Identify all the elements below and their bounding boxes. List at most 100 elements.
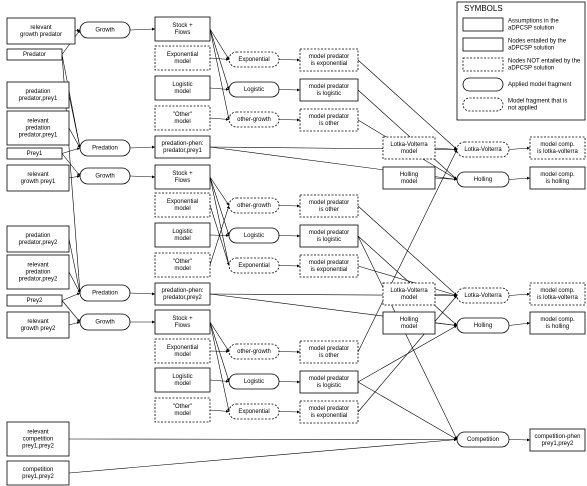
node-box xyxy=(154,338,211,364)
node-label: predation-phen: xyxy=(161,288,203,294)
edge xyxy=(434,147,458,151)
edge xyxy=(68,127,81,149)
node-label: Flows xyxy=(175,178,191,184)
node-label: model predator xyxy=(309,84,349,90)
node-box xyxy=(529,311,586,335)
edge xyxy=(508,146,531,150)
node-box xyxy=(154,105,211,131)
node-label: predation xyxy=(25,89,50,95)
node-box xyxy=(299,224,359,248)
node-label: model xyxy=(174,89,190,95)
node-label: Stock + xyxy=(172,171,193,177)
node-label: is logistic xyxy=(317,91,341,97)
edge xyxy=(68,175,81,179)
node-label: growth prey1 xyxy=(21,179,56,185)
node-label: Holling xyxy=(400,317,418,323)
node-box xyxy=(154,75,211,101)
node-label: model xyxy=(174,411,190,417)
node-box xyxy=(154,282,211,306)
node-label: aDPCSP solution xyxy=(508,46,554,52)
node-label: model predator xyxy=(309,406,349,412)
edge xyxy=(68,94,81,149)
node-label: predation xyxy=(25,233,50,239)
edge xyxy=(61,300,81,323)
node-label: predator,prey2 xyxy=(19,240,58,246)
node-label: is exponential xyxy=(311,61,348,67)
edge xyxy=(209,57,230,61)
node-label: is exponential xyxy=(311,267,348,273)
node-box xyxy=(299,370,359,394)
node-box xyxy=(154,397,211,423)
edge xyxy=(357,235,458,440)
node-box xyxy=(382,136,436,160)
node-label: Exponential xyxy=(167,52,198,58)
node-label: Nodes entailed by the xyxy=(508,39,567,45)
node-box xyxy=(79,284,131,302)
node-label: model xyxy=(174,59,190,65)
node-label: is other xyxy=(319,353,339,359)
node-label: relevant xyxy=(27,172,49,178)
edge xyxy=(278,350,301,354)
node-label: model predator xyxy=(309,54,349,60)
node-box xyxy=(462,17,504,32)
node-box xyxy=(6,81,70,109)
node-box xyxy=(456,171,510,188)
edge xyxy=(61,153,81,177)
node-label: model xyxy=(174,381,190,387)
node-label: predation xyxy=(25,270,50,276)
edge xyxy=(68,321,81,326)
node-label: model comp. xyxy=(540,142,575,148)
node-label: Lotka-Volterra xyxy=(464,147,502,153)
edge xyxy=(68,238,81,294)
edge xyxy=(434,177,458,181)
node-label: Assumptions in the xyxy=(508,19,559,25)
node-label: Applied model fragment xyxy=(508,82,572,88)
node-label: model xyxy=(401,149,417,155)
node-label: "Other" xyxy=(173,404,192,410)
edge xyxy=(209,205,230,266)
edge xyxy=(278,410,301,414)
edge xyxy=(209,379,230,383)
edge xyxy=(61,292,81,301)
node-label: model xyxy=(174,119,190,125)
node-box xyxy=(299,340,359,364)
node-box xyxy=(228,257,280,274)
node-label: growth prey2 xyxy=(21,326,56,332)
node-box xyxy=(154,135,211,159)
edge xyxy=(278,204,301,208)
node-label: Flows xyxy=(175,30,191,36)
node-box xyxy=(462,57,504,72)
edge xyxy=(68,438,458,474)
node-label: model xyxy=(401,324,417,330)
edge xyxy=(278,264,301,268)
node-label: Predation xyxy=(92,291,118,297)
node-label: is exponential xyxy=(311,413,348,419)
node-label: aDPCSP solution xyxy=(508,66,554,72)
node-label: competition-phen xyxy=(534,434,580,440)
node-label: Lotka-Volterra xyxy=(390,142,428,148)
node-label: Exponential xyxy=(238,57,269,63)
edge xyxy=(68,271,81,294)
node-label: Holling xyxy=(400,172,418,178)
node-label: aDPCSP solution xyxy=(508,26,554,32)
node-box xyxy=(462,37,504,52)
edge xyxy=(209,28,230,60)
node-label: is logistic xyxy=(317,383,341,389)
node-box xyxy=(228,403,280,420)
edge xyxy=(434,322,458,327)
node-label: relevant xyxy=(27,119,49,125)
node-label: Exponential xyxy=(167,199,198,205)
node-box xyxy=(299,194,359,218)
node-box xyxy=(299,48,359,72)
node-label: predation xyxy=(25,126,50,132)
node-label: Model fragment that is xyxy=(508,99,567,105)
node-label: model predator xyxy=(309,114,349,120)
node-label: predator,prey1 xyxy=(19,96,58,102)
node-box xyxy=(79,139,131,157)
node-label: model xyxy=(174,206,190,212)
edge xyxy=(129,175,156,179)
node-label: Competition xyxy=(467,437,499,443)
node-label: Prey2 xyxy=(27,298,43,304)
node-label: other-growth xyxy=(237,203,271,209)
node-label: is logistic xyxy=(317,237,341,243)
